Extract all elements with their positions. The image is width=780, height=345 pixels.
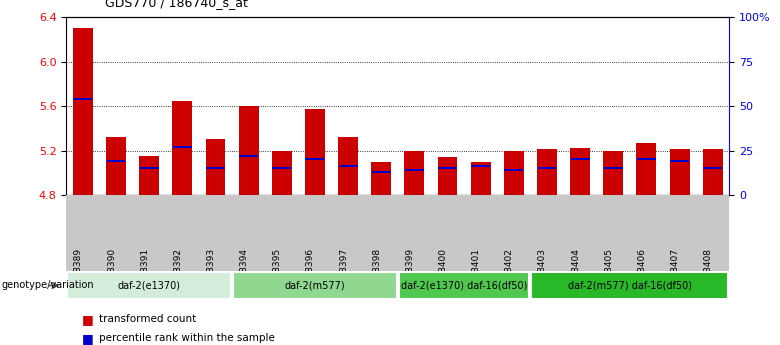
Bar [239,106,259,195]
Bar [106,137,126,195]
Bar [239,155,258,157]
Text: daf-2(m577): daf-2(m577) [285,280,346,290]
Text: ■: ■ [82,313,94,326]
Bar [703,149,723,195]
Bar [140,167,158,169]
Bar [669,149,690,195]
Text: transformed count: transformed count [99,314,197,324]
Bar [670,160,689,162]
Text: daf-2(e1370) daf-16(df50): daf-2(e1370) daf-16(df50) [401,280,527,290]
Text: ■: ■ [82,332,94,345]
Bar [305,109,324,195]
Text: GDS770 / 186740_s_at: GDS770 / 186740_s_at [105,0,248,9]
Bar [570,148,590,195]
Bar [339,166,357,167]
Bar [140,156,159,195]
Bar [271,150,292,195]
Bar [438,167,457,169]
Bar [306,158,324,160]
Text: genotype/variation: genotype/variation [2,280,94,290]
Text: percentile rank within the sample: percentile rank within the sample [99,333,275,343]
Bar [537,167,556,169]
Bar [172,100,192,195]
Bar [372,171,391,173]
Bar [637,158,656,160]
Bar [636,143,657,195]
Bar [67,272,231,299]
Bar [399,272,530,299]
Bar [604,167,622,169]
Bar [571,158,590,160]
Bar [531,272,729,299]
Bar [470,161,491,195]
Bar [107,160,126,162]
Bar [505,169,523,171]
Bar [233,272,397,299]
Bar [438,157,457,195]
Text: daf-2(e1370): daf-2(e1370) [118,280,181,290]
Bar [173,146,192,148]
Text: daf-2(m577) daf-16(df50): daf-2(m577) daf-16(df50) [568,280,692,290]
Bar [206,167,225,169]
Bar [339,137,358,195]
Bar [471,166,490,167]
Bar [405,169,424,171]
Bar [73,28,93,195]
Bar [603,150,623,195]
Bar [404,150,424,195]
Bar [206,139,225,195]
Bar [704,167,722,169]
Bar [371,161,391,195]
Bar [504,150,524,195]
Bar [272,167,291,169]
Bar [73,98,92,100]
Bar [537,149,557,195]
